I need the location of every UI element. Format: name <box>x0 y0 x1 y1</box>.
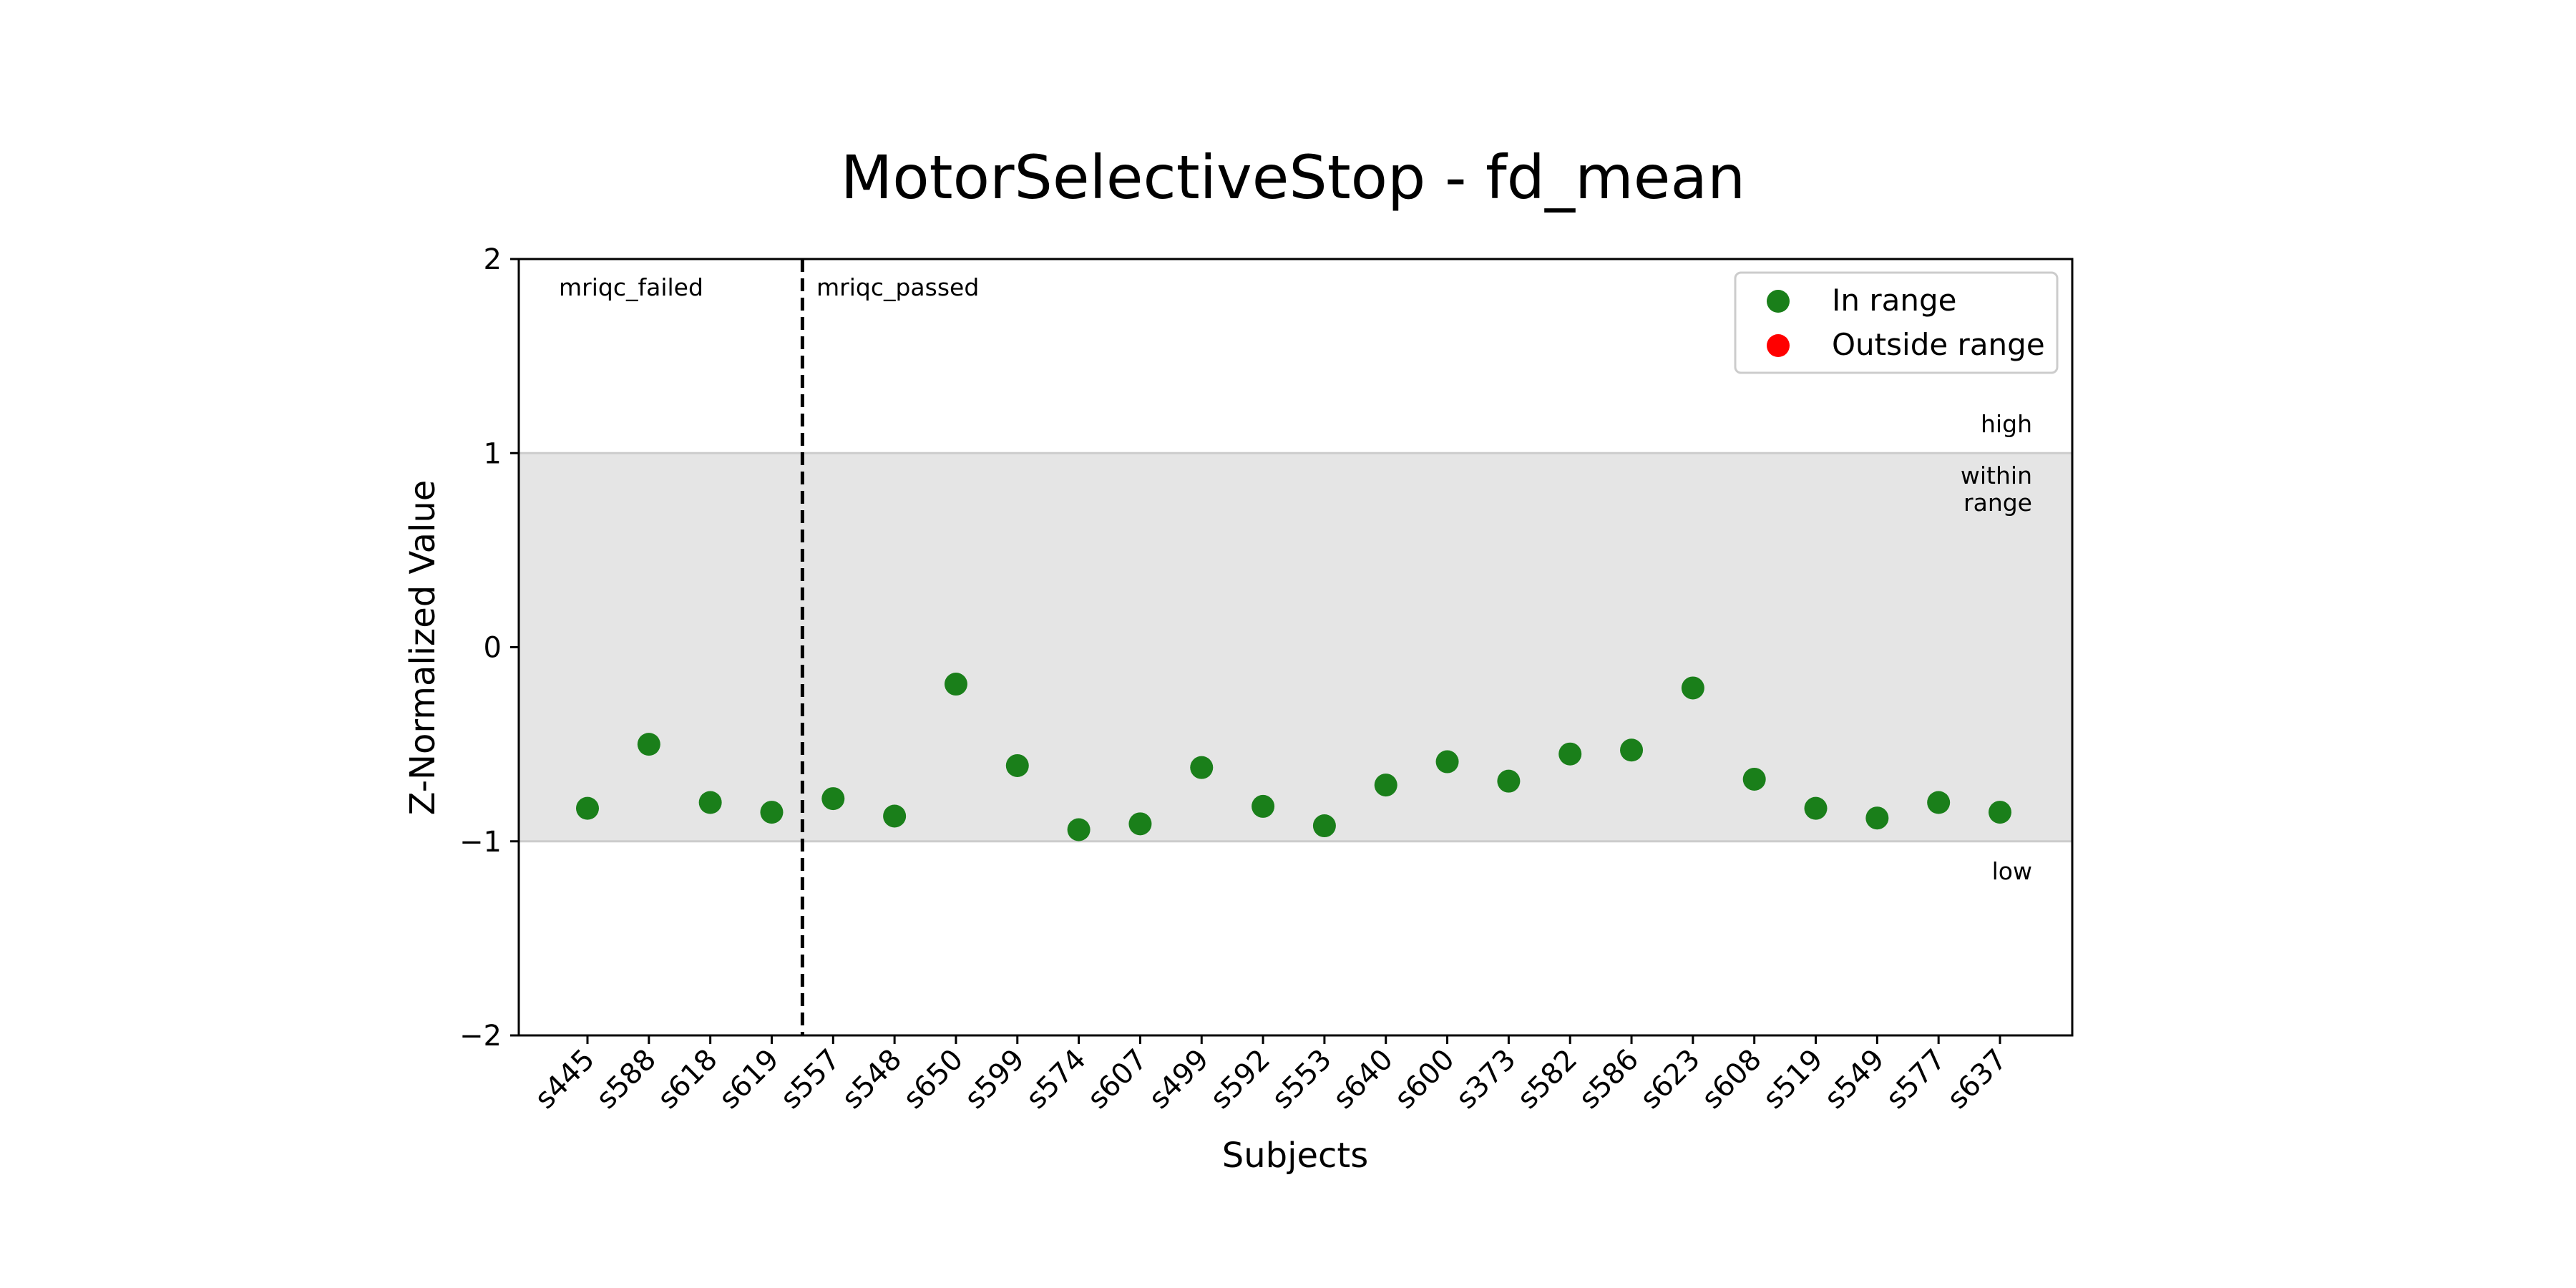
x-tick-label: s623 <box>1634 1043 1707 1116</box>
data-point <box>1742 767 1766 791</box>
x-tick-label: s588 <box>590 1043 663 1116</box>
x-tick-label: s599 <box>959 1043 1031 1116</box>
data-point <box>637 733 660 756</box>
band-label-range: range <box>1963 489 2032 517</box>
data-point <box>883 804 907 828</box>
y-tick-label: −1 <box>459 826 502 859</box>
data-point <box>1865 806 1889 830</box>
band-label-within: within <box>1961 462 2032 489</box>
x-tick-label: s618 <box>651 1043 723 1116</box>
data-point <box>576 796 599 820</box>
y-tick-label: −2 <box>459 1020 502 1053</box>
x-tick-label: s582 <box>1511 1043 1584 1116</box>
data-point <box>1312 814 1336 838</box>
legend: In range Outside range <box>1734 271 2059 374</box>
x-tick-label: s607 <box>1081 1043 1153 1116</box>
legend-marker-outside-range <box>1767 334 1790 357</box>
x-tick-label: s373 <box>1450 1043 1522 1116</box>
band-label-high: high <box>1981 410 2032 438</box>
y-tick-label: 0 <box>484 632 502 665</box>
y-tick-label: 2 <box>484 243 502 276</box>
data-point <box>1005 753 1029 777</box>
x-axis-label: Subjects <box>1222 1136 1368 1176</box>
legend-box <box>1734 271 2059 374</box>
legend-label-in-range: In range <box>1832 283 1956 318</box>
x-tick-label: s549 <box>1818 1043 1890 1116</box>
data-point <box>698 791 722 814</box>
data-point <box>1374 774 1397 797</box>
data-point <box>1558 742 1582 766</box>
x-axis: s445s588s618s619s557s548s650s599s574s607… <box>529 1035 2014 1116</box>
x-tick-label: s499 <box>1143 1043 1215 1116</box>
y-tick-label: 1 <box>484 437 502 470</box>
x-tick-label: s650 <box>897 1043 970 1116</box>
data-point <box>1989 801 2011 824</box>
chart-title: MotorSelectiveStop - fd_mean <box>841 142 1745 213</box>
x-tick-label: s608 <box>1696 1043 1768 1116</box>
data-point <box>1620 738 1644 762</box>
x-tick-label: s519 <box>1757 1043 1829 1116</box>
data-point <box>1927 791 1951 814</box>
data-point <box>760 801 784 824</box>
x-tick-label: s600 <box>1388 1043 1460 1116</box>
y-axis: 2 1 0 −1 −2 <box>459 243 519 1053</box>
x-tick-label: s557 <box>774 1043 847 1116</box>
x-tick-label: s445 <box>529 1043 601 1116</box>
x-tick-label: s548 <box>836 1043 908 1116</box>
x-tick-label: s619 <box>713 1043 785 1116</box>
x-tick-label: s586 <box>1573 1043 1645 1116</box>
x-tick-label: s637 <box>1941 1043 2014 1116</box>
data-point <box>1681 676 1704 700</box>
normal-range-band <box>519 453 2072 841</box>
x-tick-label: s577 <box>1880 1043 1952 1116</box>
data-point <box>1128 812 1152 836</box>
band-label-low: low <box>1992 857 2032 885</box>
data-point <box>1190 756 1214 779</box>
x-tick-label: s574 <box>1020 1043 1092 1116</box>
legend-marker-in-range <box>1767 290 1790 313</box>
data-point <box>1435 750 1459 774</box>
mriqc-passed-label: mriqc_passed <box>816 273 979 301</box>
data-point <box>944 673 967 696</box>
x-tick-label: s553 <box>1266 1043 1338 1116</box>
y-axis-label: Z-Normalized Value <box>403 480 443 816</box>
data-point <box>1804 796 1828 820</box>
mriqc-failed-label: mriqc_failed <box>559 273 703 301</box>
x-tick-label: s640 <box>1327 1043 1400 1116</box>
x-tick-label: s592 <box>1204 1043 1277 1116</box>
data-point <box>1252 794 1275 818</box>
data-points <box>576 673 2011 841</box>
data-point <box>1497 769 1521 793</box>
data-point <box>1067 818 1091 841</box>
legend-label-outside-range: Outside range <box>1832 327 2045 362</box>
data-point <box>821 787 845 811</box>
